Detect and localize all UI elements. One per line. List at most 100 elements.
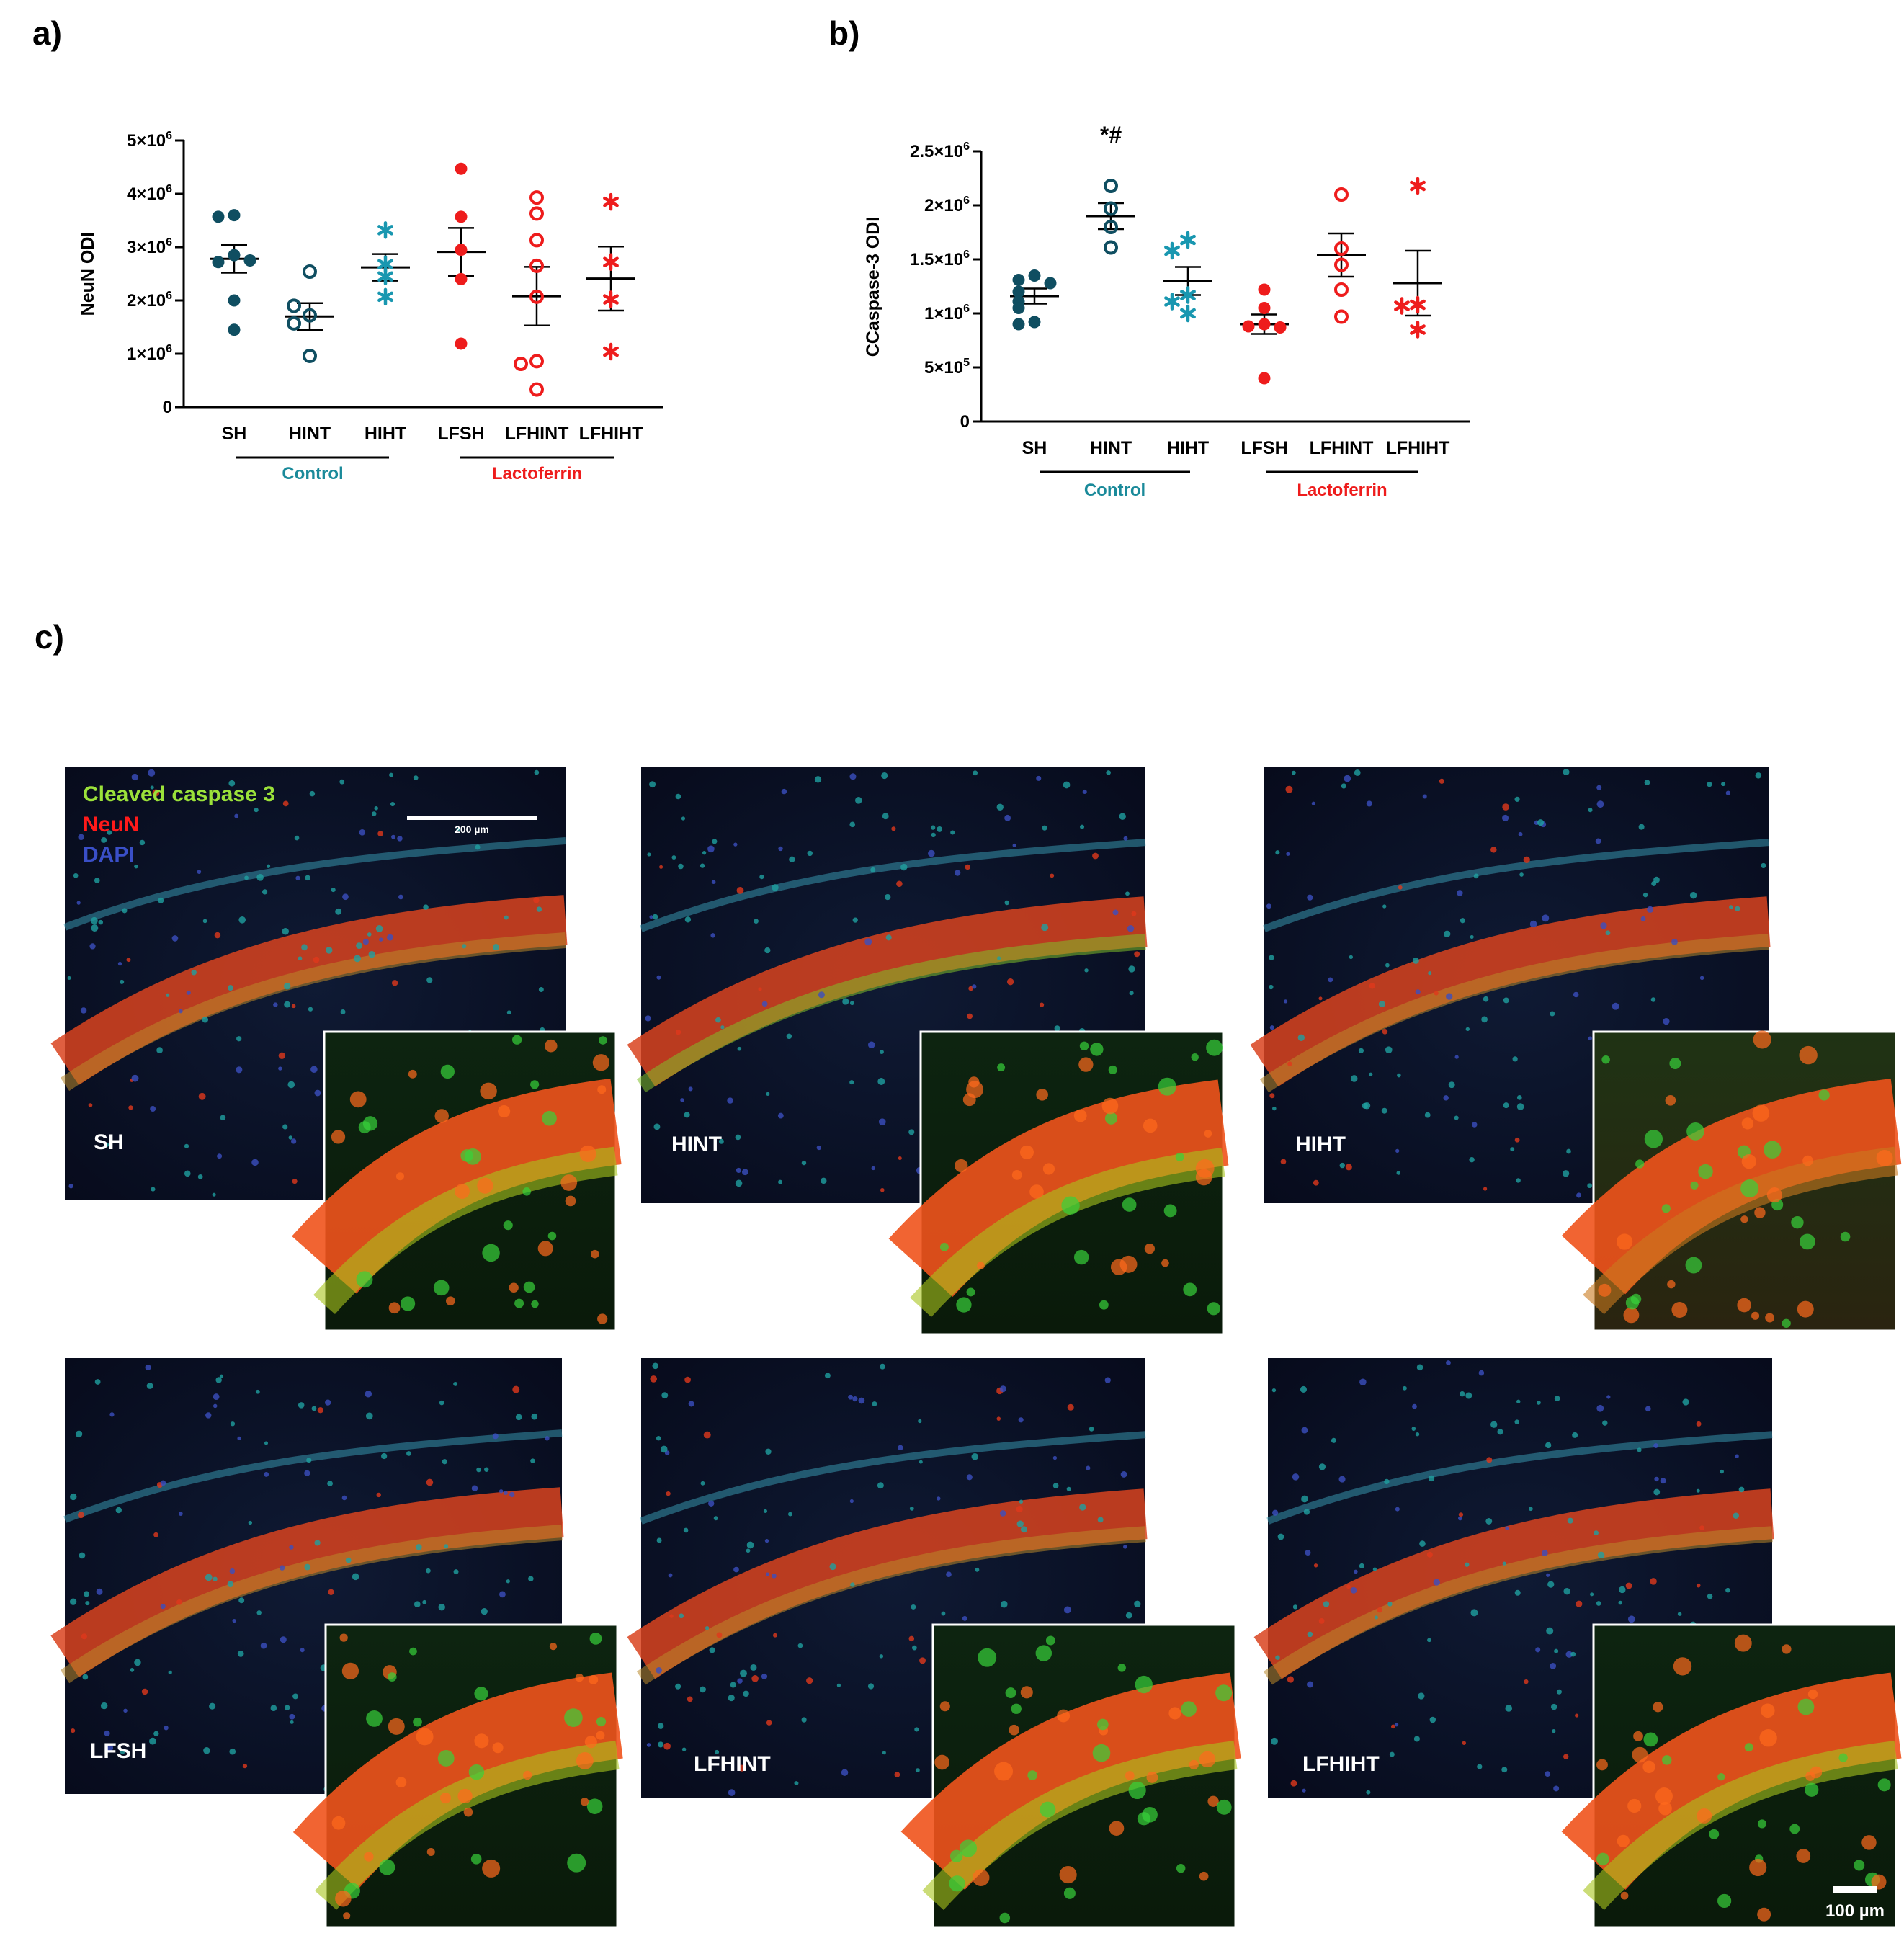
cell-nucleus: [453, 1381, 458, 1386]
neuronal-layer: [1253, 1488, 1774, 1679]
cell-nucleus: [130, 1667, 135, 1672]
cell-nucleus: [439, 1400, 444, 1406]
cell-nucleus: [1042, 825, 1047, 831]
cell-nucleus: [117, 961, 122, 966]
cell-nucleus: [232, 1619, 236, 1623]
cell-nucleus: [290, 1720, 294, 1724]
cell-nucleus: [1647, 906, 1654, 913]
cell-nucleus: [146, 1383, 153, 1389]
cell-nucleus: [426, 1478, 434, 1486]
cell-nucleus: [656, 1537, 662, 1543]
inset-cell: [1635, 1159, 1645, 1169]
neuronal-layer: [50, 895, 568, 1086]
cell-nucleus: [1338, 1476, 1346, 1483]
cell-nucleus: [1372, 1567, 1377, 1571]
inset-cell: [1009, 1724, 1019, 1736]
data-point: [1164, 241, 1180, 260]
cell-nucleus: [741, 1169, 748, 1176]
cell-nucleus: [1677, 1612, 1682, 1616]
inset-cell: [482, 1244, 500, 1262]
inset-cell: [356, 1271, 373, 1288]
inset-cell: [1658, 1801, 1672, 1816]
cell-nucleus: [1418, 1692, 1425, 1700]
cell-nucleus: [1470, 934, 1474, 939]
data-point: [455, 272, 468, 285]
inset-cell: [523, 1281, 535, 1293]
cell-nucleus: [879, 1654, 884, 1659]
cell-nucleus: [1566, 1148, 1571, 1154]
cell-nucleus: [653, 1123, 661, 1130]
cell-nucleus: [1374, 1615, 1378, 1620]
inset-cell: [1598, 1283, 1612, 1297]
inset-cell: [463, 1807, 473, 1817]
cell-nucleus: [426, 1568, 431, 1574]
cell-nucleus: [1465, 1392, 1472, 1399]
inset-cell: [1673, 1657, 1692, 1676]
y-tick-label: 4×106: [127, 183, 172, 204]
cell-nucleus: [1089, 1426, 1094, 1432]
cell-nucleus: [1650, 1578, 1657, 1585]
y-tick-label: 5×106: [127, 130, 172, 151]
cell-nucleus: [217, 1153, 223, 1159]
cell-nucleus: [709, 1647, 715, 1653]
cell-nucleus: [898, 1156, 902, 1161]
cell-nucleus: [377, 831, 383, 836]
inset-cell: [564, 1708, 583, 1727]
cell-nucleus: [879, 1050, 884, 1055]
cell-nucleus: [262, 889, 268, 895]
micrograph-label: LFHINT: [694, 1752, 771, 1776]
cell-nucleus: [236, 1066, 243, 1074]
cell-nucleus: [282, 800, 289, 807]
inset-cell: [1042, 1163, 1055, 1175]
cell-nucleus: [536, 906, 542, 912]
inset-cell: [956, 1297, 972, 1313]
cell-nucleus: [309, 790, 316, 797]
cell-nucleus: [680, 1098, 684, 1102]
cell-nucleus: [973, 770, 978, 776]
data-point: [1258, 283, 1271, 296]
cell-nucleus: [909, 1507, 914, 1511]
inset-cell: [1596, 1759, 1608, 1771]
cell-nucleus: [1550, 1011, 1555, 1017]
cell-nucleus: [1738, 1486, 1745, 1493]
cell-nucleus: [145, 1364, 151, 1371]
cell-nucleus: [1428, 1475, 1435, 1482]
cell-nucleus: [766, 1720, 772, 1726]
inset-cell: [1601, 1055, 1610, 1064]
cell-nucleus: [68, 1184, 73, 1189]
inset-cell: [1686, 1122, 1704, 1141]
cell-nucleus: [1512, 1056, 1518, 1062]
data-point: [303, 308, 317, 323]
micrograph-lfsh: LFSH: [50, 1358, 623, 1929]
data-point: [1028, 269, 1041, 282]
cell-nucleus: [289, 1545, 294, 1550]
data-point: [377, 221, 393, 239]
inset-cell: [1740, 1179, 1759, 1198]
cell-nucleus: [308, 1007, 313, 1012]
cell-nucleus: [712, 839, 718, 844]
cell-nucleus: [69, 1598, 77, 1605]
inset-cell: [560, 1174, 578, 1191]
inset-cell: [1802, 1155, 1813, 1166]
cell-nucleus: [681, 1747, 687, 1751]
cell-nucleus: [1502, 1561, 1506, 1566]
cell-nucleus: [295, 875, 300, 880]
cell-nucleus: [234, 813, 239, 818]
scale-bar-main-label: 200 µm: [455, 824, 489, 835]
inset-cell: [1877, 1778, 1891, 1792]
cell-nucleus: [71, 1728, 76, 1733]
cell-nucleus: [340, 1009, 346, 1014]
cell-nucleus: [220, 1115, 226, 1121]
cell-nucleus: [442, 1459, 447, 1465]
fiber-tract: [640, 1431, 1146, 1525]
cell-nucleus: [376, 1492, 381, 1498]
cell-nucleus: [1546, 1573, 1550, 1577]
cell-nucleus: [148, 769, 156, 777]
inset-cell: [934, 1754, 949, 1770]
data-point: [1180, 304, 1196, 323]
cell-nucleus: [700, 1686, 706, 1693]
inset-cell: [972, 1869, 990, 1887]
cell-nucleus: [1429, 1716, 1436, 1723]
channel-legend-item: NeuN: [83, 813, 139, 836]
